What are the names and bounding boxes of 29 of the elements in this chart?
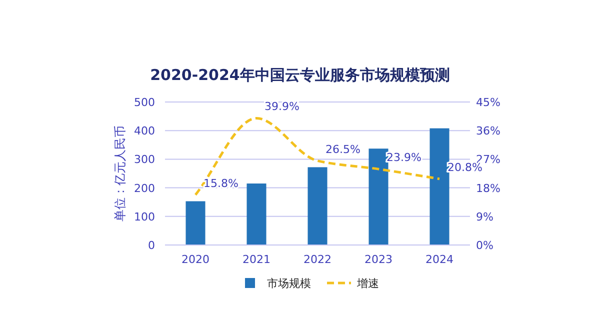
data-label: 15.8% bbox=[204, 176, 238, 190]
legend-label: 增速 bbox=[356, 277, 379, 290]
y-tick-label: 0 bbox=[148, 239, 155, 252]
y-tick-label: 200 bbox=[134, 182, 155, 195]
y2-tick-label: 45% bbox=[476, 96, 500, 109]
y-tick-label: 500 bbox=[134, 96, 155, 109]
data-label: 26.5% bbox=[326, 142, 360, 156]
x-tick-label: 2023 bbox=[364, 253, 392, 266]
bar bbox=[368, 148, 388, 245]
y2-tick-label: 36% bbox=[476, 124, 500, 138]
x-tick-label: 2021 bbox=[242, 253, 270, 266]
bar bbox=[308, 167, 328, 245]
y2-tick-label: 0% bbox=[476, 239, 494, 252]
x-tick-label: 2020 bbox=[182, 253, 210, 266]
y-tick-label: 300 bbox=[134, 153, 155, 166]
chart-title: 2020-2024年中国云专业服务市场规模预测 bbox=[150, 66, 450, 84]
legend-label: 市场规模 bbox=[267, 277, 311, 290]
bar bbox=[430, 128, 450, 245]
line-series bbox=[194, 116, 441, 196]
bar bbox=[246, 184, 266, 245]
data-label: 39.9% bbox=[264, 100, 300, 114]
y-axis-title: 单位：亿元人民币 bbox=[113, 126, 127, 222]
y2-tick-label: 18% bbox=[476, 182, 500, 195]
x-tick-label: 2022 bbox=[304, 253, 332, 266]
x-tick-label: 2024 bbox=[426, 253, 454, 266]
bar bbox=[186, 201, 206, 245]
y-tick-label: 400 bbox=[134, 124, 155, 138]
y-tick-label: 100 bbox=[134, 210, 155, 224]
y2-tick-label: 9% bbox=[476, 210, 494, 224]
